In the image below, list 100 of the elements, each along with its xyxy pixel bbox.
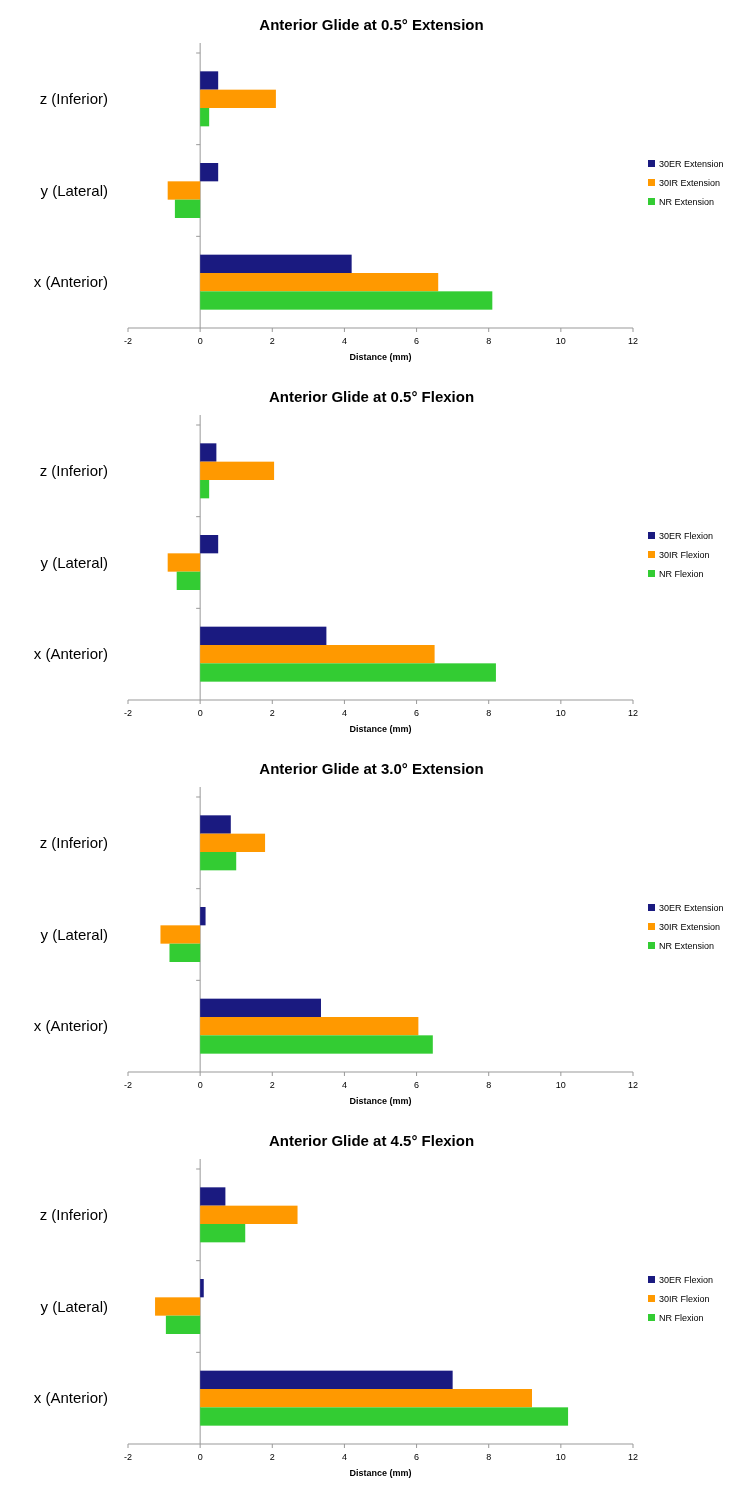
chart-title: Anterior Glide at 0.5° Extension bbox=[259, 16, 484, 33]
chart-title: Anterior Glide at 3.0° Extension bbox=[259, 760, 484, 777]
bar bbox=[167, 181, 201, 200]
bar bbox=[200, 273, 439, 292]
bar bbox=[200, 907, 206, 926]
bar bbox=[200, 1279, 204, 1298]
x-axis-title: Distance (mm) bbox=[349, 1468, 412, 1478]
x-tick-label: 6 bbox=[414, 336, 420, 346]
x-tick-label: 0 bbox=[197, 1080, 203, 1090]
x-tick-label: 12 bbox=[627, 1080, 639, 1090]
x-tick-label: 10 bbox=[555, 336, 566, 346]
bar bbox=[200, 89, 276, 108]
x-axis-title: Distance (mm) bbox=[349, 1096, 412, 1106]
bar bbox=[200, 1407, 569, 1426]
x-tick-label: 2 bbox=[269, 1452, 275, 1462]
x-tick-label: 8 bbox=[486, 1452, 492, 1462]
bar bbox=[200, 108, 210, 127]
x-tick-label: 6 bbox=[414, 1080, 420, 1090]
x-tick-label: 4 bbox=[341, 1452, 347, 1462]
x-tick-label: 0 bbox=[197, 708, 203, 718]
legend-label: 30ER Flexion bbox=[659, 1275, 714, 1285]
bar bbox=[200, 254, 352, 273]
x-tick-label: 8 bbox=[486, 336, 492, 346]
bar bbox=[200, 1017, 419, 1036]
x-tick-label: 10 bbox=[555, 1080, 566, 1090]
bar bbox=[174, 199, 201, 218]
bar bbox=[200, 535, 219, 554]
bar bbox=[200, 461, 275, 480]
bar bbox=[200, 443, 217, 462]
legend-label: NR Extension bbox=[659, 941, 715, 951]
x-tick-label: 2 bbox=[269, 708, 275, 718]
legend-label: NR Flexion bbox=[659, 569, 704, 579]
bar bbox=[200, 663, 496, 682]
bar bbox=[200, 1187, 226, 1206]
legend-label: 30IR Flexion bbox=[659, 550, 710, 560]
y-tick-label: z (Inferior) bbox=[39, 1205, 108, 1223]
x-tick-label: 6 bbox=[414, 708, 420, 718]
bar bbox=[200, 998, 321, 1017]
x-tick-label: 4 bbox=[341, 1080, 347, 1090]
y-tick-label: y (Lateral) bbox=[40, 925, 108, 943]
bar bbox=[155, 1297, 201, 1316]
chart-title: Anterior Glide at 0.5° Flexion bbox=[268, 388, 475, 405]
x-tick-label: 2 bbox=[269, 336, 275, 346]
bar bbox=[200, 1035, 433, 1054]
y-tick-label: y (Lateral) bbox=[40, 1297, 108, 1315]
x-tick-label: 10 bbox=[555, 1452, 566, 1462]
bar bbox=[165, 1315, 201, 1334]
bar bbox=[200, 833, 266, 852]
bar bbox=[200, 291, 493, 310]
bar bbox=[200, 71, 219, 90]
x-tick-label: 8 bbox=[486, 1080, 492, 1090]
x-tick-label: -2 bbox=[123, 1080, 133, 1090]
chart-title: Anterior Glide at 4.5° Flexion bbox=[268, 1132, 475, 1149]
y-tick-label: y (Lateral) bbox=[40, 553, 108, 571]
legend-label: 30ER Extension bbox=[659, 159, 724, 169]
bar bbox=[200, 163, 219, 182]
bar bbox=[176, 571, 201, 590]
bar bbox=[200, 645, 435, 664]
bar bbox=[200, 480, 210, 499]
y-tick-label: z (Inferior) bbox=[39, 461, 108, 479]
legend-label: NR Flexion bbox=[659, 1313, 704, 1323]
y-tick-label: x (Anterior) bbox=[33, 1017, 108, 1035]
x-axis-title: Distance (mm) bbox=[349, 724, 412, 734]
y-tick-label: y (Lateral) bbox=[40, 181, 108, 199]
x-tick-label: 6 bbox=[414, 1452, 420, 1462]
x-tick-label: 0 bbox=[197, 336, 203, 346]
legend-label: 30ER Flexion bbox=[659, 531, 714, 541]
x-tick-label: 10 bbox=[555, 708, 566, 718]
x-tick-label: 12 bbox=[627, 336, 639, 346]
x-tick-label: -2 bbox=[123, 1452, 133, 1462]
legend-label: 30IR Extension bbox=[659, 922, 721, 932]
legend-label: 30IR Extension bbox=[659, 178, 721, 188]
x-tick-label: 4 bbox=[341, 336, 347, 346]
y-tick-label: z (Inferior) bbox=[39, 89, 108, 107]
bar bbox=[200, 1370, 453, 1389]
bar bbox=[160, 925, 201, 944]
y-tick-label: z (Inferior) bbox=[39, 833, 108, 851]
bar bbox=[200, 852, 237, 871]
x-tick-label: 2 bbox=[269, 1080, 275, 1090]
x-tick-label: 4 bbox=[341, 708, 347, 718]
legend-label: NR Extension bbox=[659, 197, 715, 207]
bar bbox=[200, 1205, 298, 1224]
bar bbox=[200, 626, 327, 645]
x-tick-label: 12 bbox=[627, 1452, 639, 1462]
legend-label: 30IR Flexion bbox=[659, 1294, 710, 1304]
x-tick-label: -2 bbox=[123, 708, 133, 718]
legend-label: 30ER Extension bbox=[659, 903, 724, 913]
y-tick-label: x (Anterior) bbox=[33, 1389, 108, 1407]
y-tick-label: x (Anterior) bbox=[33, 645, 108, 663]
x-tick-label: 0 bbox=[197, 1452, 203, 1462]
x-tick-label: 8 bbox=[486, 708, 492, 718]
bar bbox=[167, 553, 201, 572]
x-axis-title: Distance (mm) bbox=[349, 352, 412, 362]
bar bbox=[200, 1224, 246, 1243]
bar bbox=[200, 815, 231, 834]
y-tick-label: x (Anterior) bbox=[33, 273, 108, 291]
bar bbox=[200, 1389, 532, 1408]
x-tick-label: 12 bbox=[627, 708, 639, 718]
x-tick-label: -2 bbox=[123, 336, 133, 346]
bar bbox=[169, 943, 201, 962]
